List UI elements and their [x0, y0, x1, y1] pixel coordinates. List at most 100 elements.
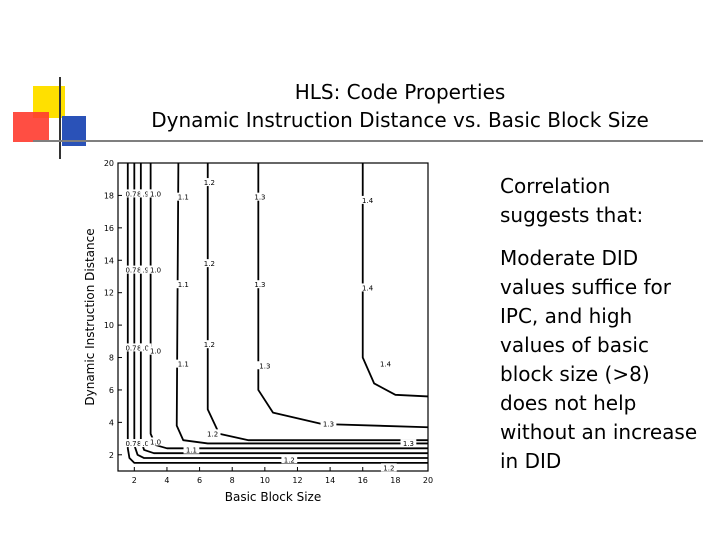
contour-line — [149, 163, 428, 450]
contour-label: 1.3 — [403, 440, 414, 448]
contour-label-bg — [380, 463, 397, 472]
contour-label-bg — [123, 343, 139, 352]
contour-label: .0 — [142, 440, 149, 448]
contour-label-bg — [320, 419, 337, 428]
contour-line — [257, 163, 429, 429]
contour-label-bg — [140, 343, 152, 352]
contour-label-bg — [123, 439, 139, 448]
slide-title-line2: Dynamic Instruction Distance vs. Basic B… — [151, 108, 649, 132]
contour-label: 1.3 — [254, 194, 265, 202]
contour-line — [175, 162, 428, 445]
contour-label: 1.2 — [204, 179, 215, 187]
y-tick-label: 4 — [109, 418, 114, 427]
contour-label-bg — [359, 283, 376, 292]
slide-title-line1: HLS: Code Properties — [294, 80, 506, 104]
contour-line — [139, 163, 428, 455]
contour-label-bg — [123, 189, 139, 198]
y-tick-label: 2 — [109, 451, 114, 460]
contour-label-bg — [377, 359, 394, 368]
contour-label: 1.2 — [204, 260, 215, 268]
x-tick-label: 12 — [292, 476, 302, 485]
y-tick-label: 14 — [104, 256, 114, 265]
contour-label-bg — [256, 361, 273, 370]
contour-label-bg — [201, 340, 218, 349]
contour-label: 1.1 — [178, 361, 189, 369]
contour-label: 1.4 — [362, 284, 374, 292]
x-tick-label: 6 — [197, 476, 202, 485]
contour-label-bg — [135, 189, 143, 198]
x-tick-label: 14 — [325, 476, 335, 485]
x-tick-label: 10 — [260, 476, 270, 485]
y-axis-label: Dynamic Instruction Distance — [83, 228, 97, 405]
y-tick-label: 8 — [109, 354, 114, 363]
contour-label: 1.0 — [150, 348, 161, 356]
contour-label: 0.7 — [125, 344, 136, 352]
plot-frame — [117, 162, 429, 472]
contour-label-bg — [201, 259, 218, 268]
contour-label: 1.3 — [323, 421, 334, 429]
contour-label: 1.2 — [204, 341, 215, 349]
bullet-conclusion: Moderate DID values suffice for IPC, and… — [500, 246, 698, 473]
contour-label: 1.2 — [284, 456, 295, 464]
x-tick-label: 18 — [390, 476, 400, 485]
contour-label-bg — [123, 265, 139, 274]
contour-label: 1.3 — [254, 281, 265, 289]
contour-label-bg — [147, 189, 164, 198]
contour-label: 8 — [137, 190, 141, 198]
x-axis-label: Basic Block Size — [225, 490, 322, 504]
decor-red-square — [13, 112, 49, 142]
contour-label-bg — [359, 195, 376, 204]
contour-label: 0.7 — [125, 440, 136, 448]
contour-label: 8 — [137, 344, 141, 352]
y-tick-label: 10 — [104, 321, 114, 330]
y-tick-label: 6 — [109, 386, 114, 395]
contour-label: 1.0 — [150, 438, 161, 446]
bullet-correlation: Correlation suggests that: — [500, 174, 644, 227]
contour-label: 1.0 — [150, 190, 161, 198]
contour-label: .0 — [142, 344, 149, 352]
contour-label-bg — [147, 346, 164, 355]
contour-label-bg — [175, 280, 192, 289]
title-divider — [33, 140, 703, 142]
contour-label: 1.2 — [207, 430, 218, 438]
contour-label-bg — [175, 359, 192, 368]
contour-chart: 2 4 6 8 10 12 14 16 18 20 2 4 6 8 10 12 14 16 18 20 Basic Bl… — [83, 159, 433, 504]
contour-label: 1.4 — [380, 361, 392, 369]
contour-label-bg — [135, 439, 143, 448]
contour-label-bg — [281, 455, 298, 464]
contour-label-bg — [183, 445, 200, 454]
contour-line — [361, 163, 429, 398]
contour-label: 1.1 — [178, 281, 189, 289]
contour-label-bg — [400, 439, 417, 448]
y-tick-label: 18 — [104, 191, 114, 200]
contour-label-bg — [175, 192, 192, 201]
contour-label: 1.0 — [150, 267, 161, 275]
contour-label-bg — [201, 178, 218, 187]
y-tick-label: 16 — [104, 224, 114, 233]
contour-label-bg — [140, 265, 152, 274]
contour-label: .9 — [142, 267, 149, 275]
contour-label-bg — [204, 429, 221, 438]
contour-line — [126, 163, 428, 464]
contour-label: 1.2 — [383, 464, 394, 472]
x-tick-label: 20 — [423, 476, 433, 485]
contour-label: 1.1 — [186, 447, 197, 455]
contour-label-bg — [135, 343, 143, 352]
contour-label-bg — [135, 265, 143, 274]
contour-label: 8 — [137, 267, 141, 275]
contour-label: 1.3 — [259, 362, 270, 370]
y-tick-label: 20 — [104, 159, 114, 168]
decor-vertical-line — [59, 77, 61, 159]
contour-label: 0.7 — [125, 267, 136, 275]
contour-label-bg — [252, 280, 268, 289]
contour-label-bg — [140, 189, 152, 198]
x-tick-label: 8 — [230, 476, 235, 485]
contour-label: 1.4 — [362, 197, 374, 205]
contour-label: 1.1 — [178, 194, 189, 202]
contour-line — [206, 163, 428, 442]
contour-label: 0.7 — [125, 190, 136, 198]
contour-label-bg — [140, 439, 152, 448]
contour-label: 8 — [137, 440, 141, 448]
contour-label-bg — [252, 192, 268, 201]
y-tick-label: 12 — [104, 289, 114, 298]
